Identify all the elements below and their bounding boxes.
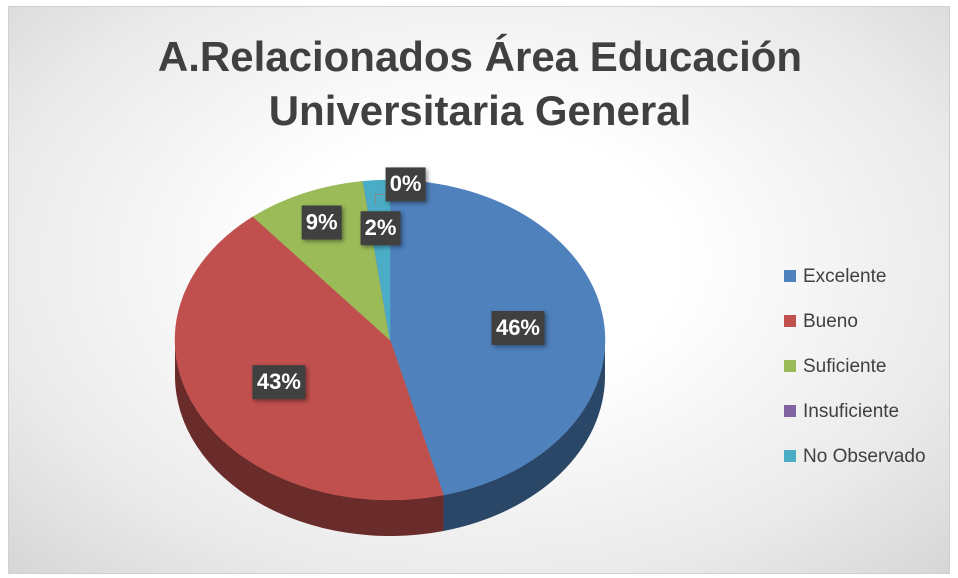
label-box: [385, 167, 426, 202]
data-label: 43%: [257, 369, 301, 394]
legend-swatch: [784, 315, 796, 327]
data-label: 0%: [390, 171, 422, 196]
legend-label: Bueno: [803, 311, 858, 332]
leader-line: [375, 193, 386, 205]
chart-title: A.Relacionados Área Educación Universita…: [157, 33, 803, 134]
legend-swatch: [784, 450, 796, 462]
legend-swatch: [784, 405, 796, 417]
slice: [174, 216, 444, 501]
label-box: [301, 205, 342, 240]
data-label: 2%: [365, 215, 397, 240]
slice: [252, 180, 391, 341]
legend-swatch: [784, 360, 796, 372]
legend-swatch: [784, 270, 796, 282]
legend-label: No Observado: [803, 446, 926, 467]
label-box: [252, 365, 306, 400]
label-box: [360, 211, 401, 246]
legend-label: Insuficiente: [803, 401, 899, 422]
legend-label: Suficiente: [803, 356, 886, 377]
data-label: 46%: [496, 315, 540, 340]
data-label: 9%: [306, 209, 338, 234]
slice-side: [443, 340, 605, 531]
slice-side: [174, 340, 444, 536]
label-box: [491, 310, 545, 345]
legend-label: Excelente: [803, 266, 886, 287]
